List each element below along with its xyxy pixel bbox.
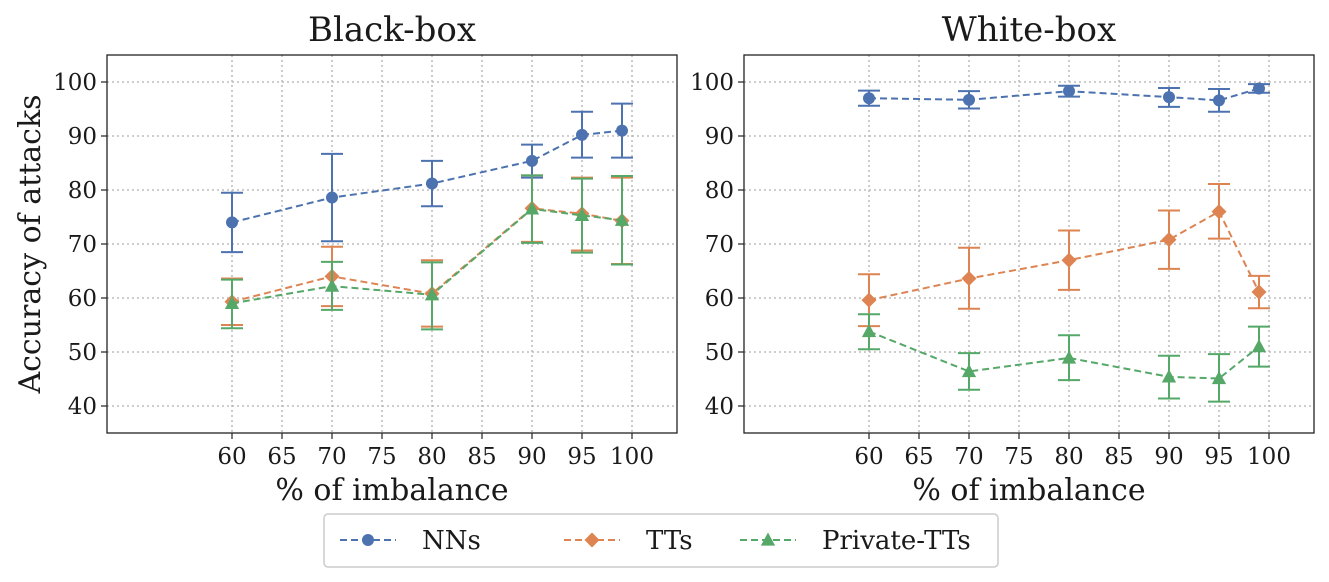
series-line-tts (231, 207, 623, 303)
x-tick-label: 90 (1154, 444, 1183, 470)
y-tick-label: 50 (705, 340, 734, 366)
data-point-tts (861, 292, 877, 308)
x-tick-label: 60 (854, 444, 883, 470)
data-point-private-tts (574, 207, 590, 222)
data-point-tts (1251, 284, 1267, 300)
y-tick-label: 90 (68, 124, 97, 150)
data-point-private-tts (224, 295, 240, 310)
x-tick-label: 80 (1054, 444, 1083, 470)
x-tick-label: 65 (904, 444, 933, 470)
y-tick-label: 100 (53, 70, 97, 96)
data-point-private-tts (1211, 370, 1227, 385)
data-point-nns (1253, 82, 1265, 95)
data-point-nns (1063, 85, 1075, 98)
legend-label: Private-TTs (822, 526, 971, 556)
x-tick-label: 95 (1204, 444, 1233, 470)
x-tick-label: 75 (367, 444, 396, 470)
data-point-tts (1161, 232, 1177, 248)
legend-entry-private-tts: Private-TTs (740, 526, 971, 556)
legend-marker (362, 534, 374, 546)
y-tick-label: 70 (705, 232, 734, 258)
x-tick-label: 100 (1247, 444, 1291, 470)
data-point-nns (526, 154, 538, 167)
legend-entry-nns: NNs (340, 526, 481, 556)
legend-marker (760, 532, 776, 546)
series-line-tts (868, 210, 1260, 302)
chart-panel-1: 60 65 70 75 80 85 90 95 100 40 50 60 70 80 90 100 Black-… (13, 10, 678, 508)
x-axis-label: % of imbalance (912, 473, 1145, 508)
x-tick-label: 65 (267, 444, 296, 470)
y-tick-label: 100 (690, 70, 734, 96)
series-line-private-tts (231, 207, 623, 305)
x-tick-label: 70 (954, 444, 983, 470)
y-tick-label: 40 (68, 394, 97, 420)
legend-frame (323, 513, 999, 568)
x-axis-label: % of imbalance (275, 473, 508, 508)
data-point-nns (576, 128, 588, 141)
data-point-tts (1061, 252, 1077, 268)
y-tick-label: 90 (705, 124, 734, 150)
x-tick-label: 90 (517, 444, 546, 470)
data-point-nns (1163, 91, 1175, 104)
series-line-nns (868, 87, 1260, 102)
data-point-private-tts (524, 201, 540, 215)
x-tick-label: 85 (1104, 444, 1133, 470)
data-point-private-tts (1061, 350, 1077, 364)
legend-entry-tts: TTs (564, 526, 693, 556)
data-point-private-tts (424, 287, 440, 301)
y-tick-label: 40 (705, 394, 734, 420)
data-point-private-tts (1161, 369, 1177, 383)
data-point-nns (863, 92, 875, 105)
y-tick-label: 70 (68, 232, 97, 258)
x-tick-label: 85 (467, 444, 496, 470)
data-point-private-tts (324, 278, 340, 292)
legend-label: TTs (646, 526, 693, 556)
x-tick-label: 70 (317, 444, 346, 470)
data-point-tts (961, 271, 977, 287)
x-tick-label: 60 (217, 444, 246, 470)
legend-label: NNs (422, 526, 481, 556)
y-tick-label: 80 (68, 178, 97, 204)
chart-title: White-box (942, 10, 1116, 50)
data-point-nns (426, 177, 438, 190)
y-tick-label: 80 (705, 178, 734, 204)
chart-panel-2: 60 65 70 75 80 85 90 95 100 40 50 60 70 80 90 100 White-… (690, 10, 1315, 508)
data-point-private-tts (1251, 339, 1267, 353)
chart-title: Black-box (308, 10, 476, 50)
series-line-nns (231, 129, 623, 224)
data-point-tts (1211, 204, 1227, 220)
x-tick-label: 100 (610, 444, 654, 470)
y-tick-label: 60 (705, 286, 734, 312)
data-point-private-tts (614, 212, 630, 226)
y-tick-label: 60 (68, 286, 97, 312)
data-point-nns (226, 216, 238, 229)
data-point-private-tts (861, 323, 877, 338)
series-line-private-tts (868, 330, 1260, 380)
data-point-private-tts (961, 363, 977, 378)
y-axis-label: Accuracy of attacks (13, 94, 48, 394)
x-tick-label: 80 (417, 444, 446, 470)
data-point-nns (1213, 94, 1225, 107)
x-tick-label: 95 (567, 444, 596, 470)
data-point-nns (616, 124, 628, 137)
legend: NNs TTs Private-TTs (323, 513, 999, 568)
y-tick-label: 50 (68, 340, 97, 366)
legend-marker (584, 532, 600, 548)
data-point-nns (963, 93, 975, 106)
data-point-nns (326, 191, 338, 204)
x-tick-label: 75 (1004, 444, 1033, 470)
